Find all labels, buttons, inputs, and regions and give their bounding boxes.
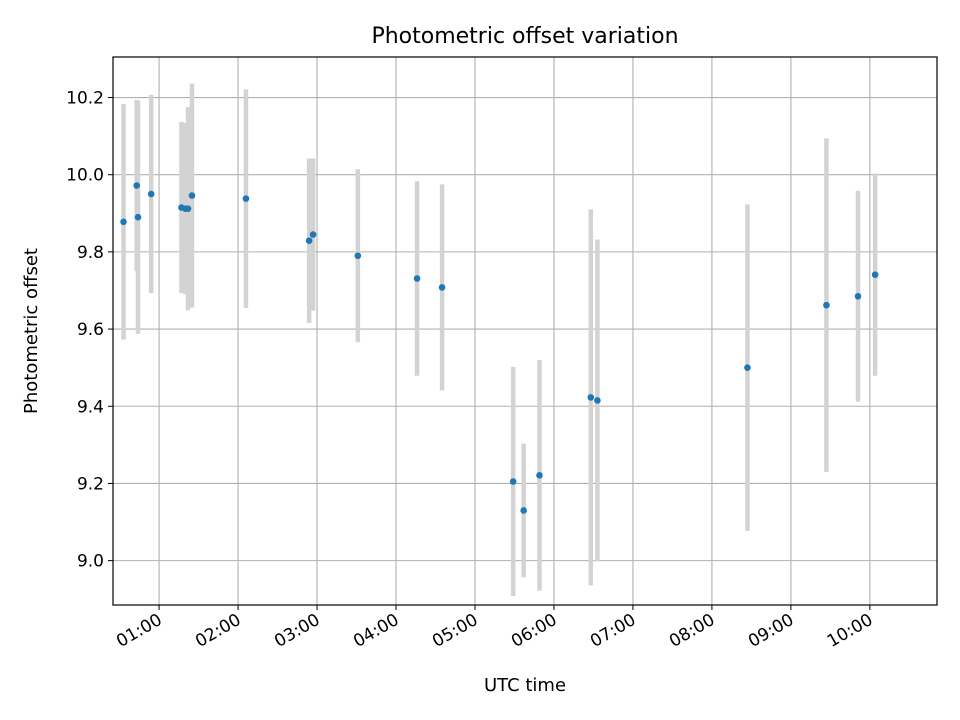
y-tick-label: 9.0 — [77, 552, 104, 572]
data-point — [413, 275, 421, 282]
data-point — [305, 237, 313, 244]
plot-frame — [112, 56, 938, 606]
y-tick-label: 9.8 — [77, 243, 104, 263]
data-point — [587, 394, 595, 401]
data-point — [147, 190, 155, 198]
data-point — [242, 195, 250, 202]
data-point — [744, 364, 751, 371]
data-point — [134, 213, 142, 221]
grid-lines — [113, 57, 937, 605]
y-tick-label: 9.2 — [77, 474, 104, 494]
y-axis-label: Photometric offset — [21, 248, 42, 414]
x-axis-label: UTC time — [484, 675, 566, 696]
data-point — [536, 472, 543, 479]
chart-title: Photometric offset variation — [371, 24, 678, 49]
data-point — [133, 182, 140, 189]
data-points — [120, 182, 879, 514]
data-point — [594, 397, 601, 404]
data-point — [854, 292, 862, 300]
data-point — [520, 507, 527, 514]
y-tick-label: 10.2 — [66, 89, 104, 109]
data-point — [509, 478, 517, 485]
data-point — [438, 284, 446, 291]
y-tick-label: 9.4 — [77, 397, 104, 417]
y-tick-label: 10.0 — [66, 166, 104, 186]
data-point — [184, 205, 192, 212]
data-point — [823, 301, 830, 309]
y-tick-label: 9.6 — [77, 320, 104, 340]
data-point — [871, 271, 879, 278]
data-point — [120, 218, 127, 226]
data-point — [188, 192, 196, 199]
data-point — [354, 252, 362, 260]
data-point — [309, 231, 317, 238]
